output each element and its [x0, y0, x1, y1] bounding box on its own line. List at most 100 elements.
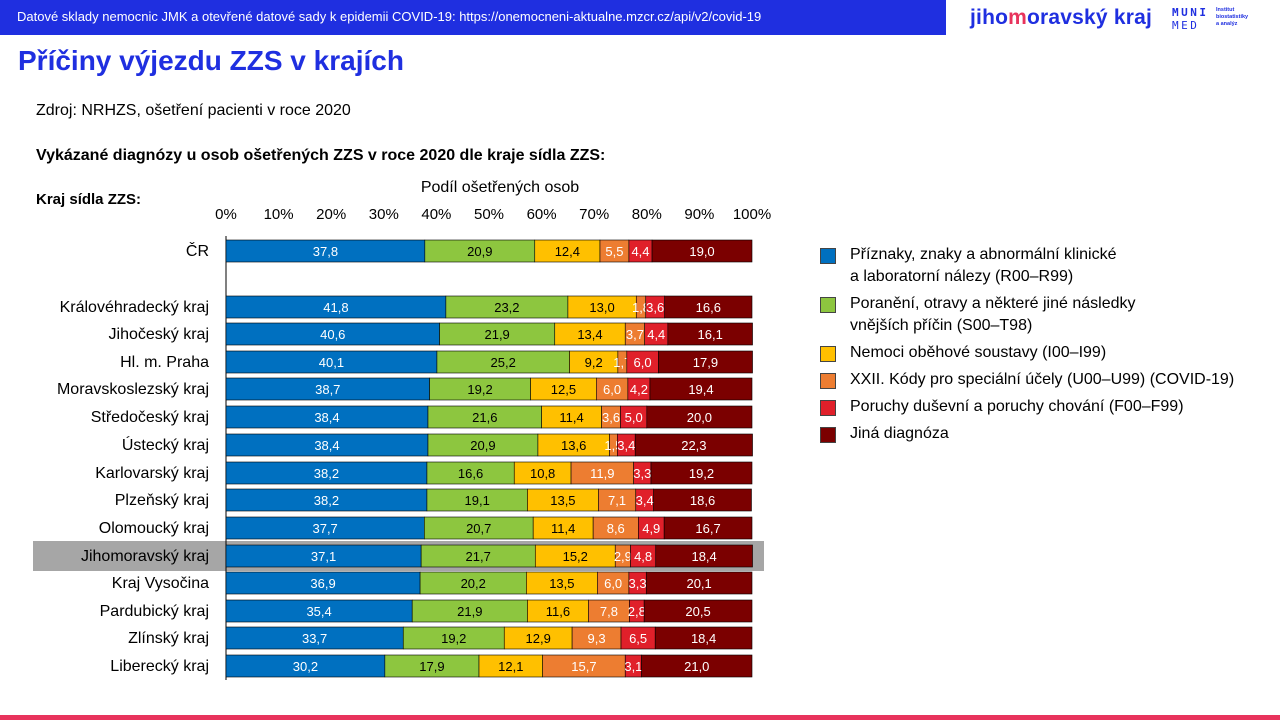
data-label: 20,9	[470, 438, 495, 453]
data-label: 21,6	[472, 410, 497, 425]
bar-segment	[643, 599, 753, 623]
data-label: 3,7	[626, 327, 644, 342]
data-label: 2,8	[628, 604, 646, 619]
bar-segment	[641, 654, 753, 678]
data-label: 9,3	[588, 631, 606, 646]
y-tick-label: Pardubický kraj	[100, 603, 209, 620]
data-label: 17,9	[419, 659, 444, 674]
data-label: 16,6	[696, 300, 721, 315]
bar-segment	[645, 571, 753, 595]
source-note: Zdroj: NRHZS, ošetření pacienti v roce 2…	[36, 102, 351, 119]
data-label: 12,4	[555, 244, 580, 259]
x-tick-label: 40%	[421, 206, 451, 223]
legend-item: Nemoci oběhové soustavy (I00–I99)	[820, 342, 1270, 364]
y-tick-label: Moravskoslezský kraj	[57, 381, 209, 398]
x-tick-label: 30%	[369, 206, 399, 223]
y-tick-label: Plzeňský kraj	[115, 492, 209, 509]
data-label: 19,2	[467, 382, 492, 397]
bar-segment	[634, 433, 753, 457]
data-label: 2,9	[614, 549, 632, 564]
data-label: 20,9	[467, 244, 492, 259]
y-tick-label: Jihomoravský kraj	[81, 548, 209, 565]
x-axis-label: Podíl ošetřených osob	[420, 179, 580, 196]
bar-segment	[653, 488, 752, 512]
data-label: 19,0	[689, 244, 714, 259]
data-label: 20,2	[461, 576, 486, 591]
y-tick-label: Ústecký kraj	[122, 435, 209, 454]
data-label: 3,6	[646, 300, 664, 315]
data-label: 37,1	[311, 549, 336, 564]
data-label: 21,9	[457, 604, 482, 619]
chart-subtitle: Vykázané diagnózy u osob ošetřených ZZS …	[36, 147, 606, 164]
data-label: 12,5	[551, 382, 576, 397]
data-label: 4,2	[630, 382, 648, 397]
data-label: 40,1	[319, 355, 344, 370]
data-label: 19,2	[441, 631, 466, 646]
muni-logo-institute: Institut biostatistiky a analýz	[1216, 7, 1248, 28]
data-label: 19,1	[465, 493, 490, 508]
data-label: 11,4	[559, 410, 583, 425]
muni-med-logo: MUNI MED Institut biostatistiky a analýz	[1172, 6, 1262, 34]
x-tick-label: 100%	[733, 206, 771, 223]
data-label: 11,4	[551, 521, 575, 536]
legend-swatch	[820, 427, 836, 443]
data-label: 38,4	[314, 438, 339, 453]
bar-segment	[654, 626, 753, 650]
data-label: 37,8	[313, 244, 338, 259]
banner-text: Datové sklady nemocnic JMK a otevřené da…	[17, 9, 762, 24]
data-label: 17,9	[693, 355, 718, 370]
jmk-logo-part-2: oravský kraj	[1027, 6, 1152, 29]
legend-item: Příznaky, znaky a abnormální klinické a l…	[820, 244, 1270, 288]
data-label: 38,2	[314, 466, 339, 481]
jmk-logo: jihomoravský kraj	[970, 6, 1152, 30]
legend-item: Poruchy duševní a poruchy chování (F00–F…	[820, 396, 1270, 418]
data-label: 8,6	[607, 521, 625, 536]
data-label: 16,1	[698, 327, 723, 342]
y-axis-label: Kraj sídla ZZS:	[36, 191, 142, 208]
data-label: 13,4	[577, 327, 602, 342]
data-label: 20,1	[686, 576, 711, 591]
header-banner: Datové sklady nemocnic JMK a otevřené da…	[0, 0, 946, 35]
data-label: 7,1	[608, 493, 626, 508]
data-label: 23,2	[494, 300, 519, 315]
legend-label: Nemoci oběhové soustavy (I00–I99)	[850, 344, 1107, 361]
data-label: 4,8	[634, 549, 652, 564]
data-label: 20,0	[687, 410, 712, 425]
bar-segment	[664, 295, 753, 319]
bar-segment	[650, 461, 753, 485]
data-label: 5,0	[625, 410, 643, 425]
data-label: 38,7	[315, 382, 340, 397]
data-label: 38,2	[314, 493, 339, 508]
data-label: 13,6	[561, 438, 586, 453]
data-label: 16,6	[458, 466, 483, 481]
legend-label: Jiná diagnóza	[850, 425, 949, 442]
footer-accent-line	[0, 715, 1280, 720]
legend-item: XXII. Kódy pro speciální účely (U00–U99)…	[820, 369, 1270, 391]
data-label: 13,5	[550, 493, 575, 508]
y-tick-label: Olomoucký kraj	[99, 520, 209, 537]
data-label: 30,2	[293, 659, 318, 674]
data-label: 38,4	[314, 410, 339, 425]
muni-logo-top: MUNI	[1172, 6, 1209, 19]
data-label: 22,3	[681, 438, 706, 453]
chart-legend: Příznaky, znaky a abnormální klinické a l…	[820, 244, 1270, 450]
legend-item: Poranění, otravy a některé jiné následky…	[820, 293, 1270, 337]
data-label: 37,7	[312, 521, 337, 536]
data-label: 6,5	[629, 631, 647, 646]
muni-logo-bottom: MED	[1172, 19, 1200, 32]
data-label: 15,7	[571, 659, 596, 674]
bar-segment	[667, 322, 753, 346]
data-label: 20,5	[685, 604, 710, 619]
legend-label: Příznaky, znaky a abnormální klinické	[850, 246, 1117, 263]
institute-line-1: Institut	[1216, 7, 1235, 13]
data-label: 40,6	[320, 327, 345, 342]
y-tick-label: Královéhradecký kraj	[60, 299, 209, 316]
legend-label: vnějších příčin (S00–T98)	[850, 317, 1033, 334]
data-label: 3,6	[602, 410, 620, 425]
y-tick-label: Liberecký kraj	[110, 658, 209, 675]
x-tick-label: 10%	[264, 206, 294, 223]
y-tick-label: Zlínský kraj	[128, 630, 209, 647]
data-label: 36,9	[310, 576, 335, 591]
legend-swatch	[820, 248, 836, 264]
